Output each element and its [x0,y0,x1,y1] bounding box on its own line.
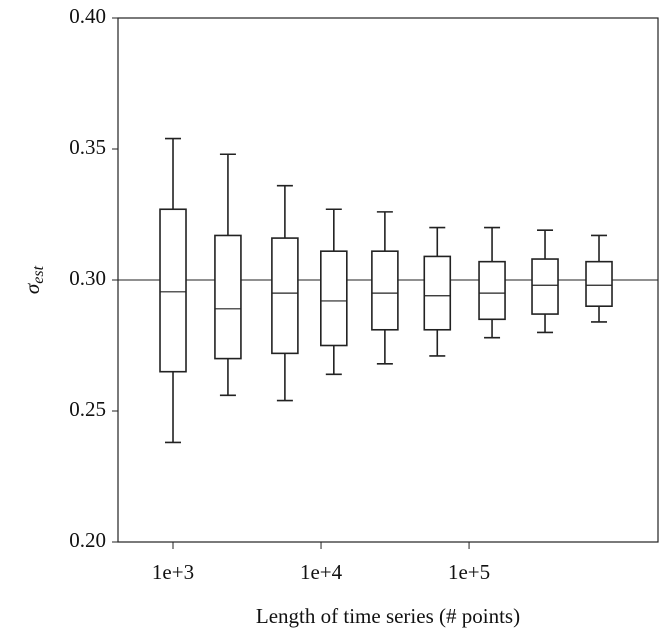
x-tick-label: 1e+5 [448,560,490,584]
y-tick-label: 0.35 [69,135,106,159]
y-tick-label: 0.30 [69,266,106,290]
y-tick-label: 0.20 [69,528,106,552]
box [423,255,452,331]
y-axis-title: σest [20,265,47,294]
y-axis-subscript: est [30,265,47,283]
x-tick-label: 1e+4 [300,560,343,584]
box [214,234,242,360]
box [585,260,613,308]
box [320,250,348,347]
y-tick-label: 0.25 [69,397,106,421]
box [478,260,506,321]
y-tick-label: 0.40 [69,4,106,28]
box [371,250,399,331]
x-tick-label: 1e+3 [152,560,194,584]
x-axis-title: Length of time series (# points) [256,604,520,628]
box [159,208,187,373]
box [271,237,299,355]
y-axis-symbol: σ [20,282,44,294]
box [531,258,559,315]
